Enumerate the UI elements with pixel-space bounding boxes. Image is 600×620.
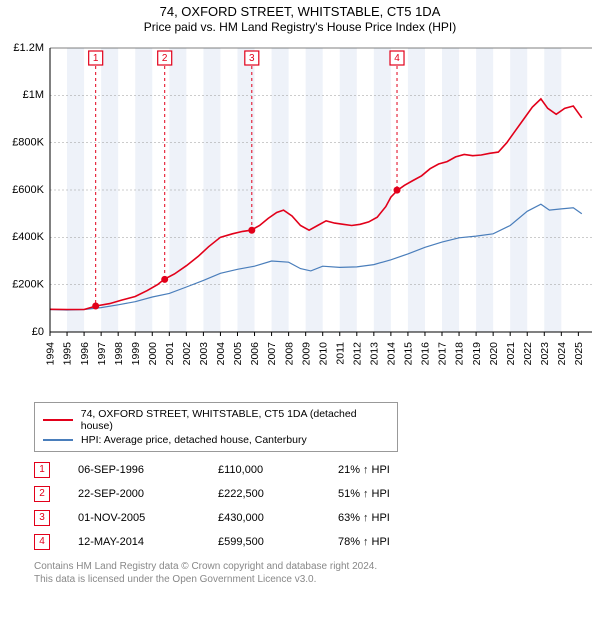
svg-text:2017: 2017 <box>437 342 449 366</box>
legend-row-b: HPI: Average price, detached house, Cant… <box>43 433 389 447</box>
svg-text:£1M: £1M <box>23 89 44 101</box>
sale-marker-2: 2 <box>34 486 50 502</box>
table-row: 3 01-NOV-2005 £430,000 63%↑HPI <box>34 506 590 530</box>
table-row: 2 22-SEP-2000 £222,500 51%↑HPI <box>34 482 590 506</box>
svg-text:1: 1 <box>93 53 99 64</box>
svg-text:2025: 2025 <box>573 342 585 366</box>
svg-text:2006: 2006 <box>249 342 261 366</box>
chart-container: 74, OXFORD STREET, WHITSTABLE, CT5 1DA P… <box>0 0 600 586</box>
svg-text:2: 2 <box>162 53 168 64</box>
table-row: 4 12-MAY-2014 £599,500 78%↑HPI <box>34 530 590 554</box>
svg-text:£1.2M: £1.2M <box>13 42 44 54</box>
svg-text:2011: 2011 <box>334 342 346 365</box>
svg-text:2003: 2003 <box>198 342 210 366</box>
svg-text:£800K: £800K <box>12 137 44 149</box>
svg-text:1994: 1994 <box>45 342 57 366</box>
sale-date: 12-MAY-2014 <box>78 536 218 548</box>
legend-label-a: 74, OXFORD STREET, WHITSTABLE, CT5 1DA (… <box>81 408 389 432</box>
svg-text:2009: 2009 <box>300 342 312 366</box>
footer-line1: Contains HM Land Registry data © Crown c… <box>34 560 590 573</box>
svg-text:2016: 2016 <box>420 342 432 366</box>
arrow-up-icon: ↑ <box>363 536 369 548</box>
titles: 74, OXFORD STREET, WHITSTABLE, CT5 1DA P… <box>0 0 600 36</box>
svg-text:2005: 2005 <box>232 342 244 366</box>
svg-text:£200K: £200K <box>12 279 44 291</box>
sale-date: 22-SEP-2000 <box>78 488 218 500</box>
legend-label-b: HPI: Average price, detached house, Cant… <box>81 434 307 446</box>
svg-text:1995: 1995 <box>62 342 74 366</box>
sale-marker-3: 3 <box>34 510 50 526</box>
sale-marker-1: 1 <box>34 462 50 478</box>
svg-text:1998: 1998 <box>113 342 125 366</box>
svg-text:£0: £0 <box>32 326 44 338</box>
svg-text:2021: 2021 <box>505 342 517 366</box>
sale-price: £110,000 <box>218 464 338 476</box>
title-address: 74, OXFORD STREET, WHITSTABLE, CT5 1DA <box>0 4 600 19</box>
table-row: 1 06-SEP-1996 £110,000 21%↑HPI <box>34 458 590 482</box>
arrow-up-icon: ↑ <box>363 464 369 476</box>
svg-text:3: 3 <box>249 53 255 64</box>
footer-attribution: Contains HM Land Registry data © Crown c… <box>34 560 590 586</box>
sale-pct: 51%↑HPI <box>338 488 448 500</box>
svg-text:2012: 2012 <box>351 342 363 366</box>
sale-date: 06-SEP-1996 <box>78 464 218 476</box>
svg-text:4: 4 <box>394 53 400 64</box>
svg-text:1996: 1996 <box>79 342 91 366</box>
svg-text:2002: 2002 <box>181 342 193 366</box>
svg-text:2018: 2018 <box>454 342 466 366</box>
footer-line2: This data is licensed under the Open Gov… <box>34 573 590 586</box>
svg-text:2020: 2020 <box>488 342 500 366</box>
svg-text:2004: 2004 <box>215 342 227 366</box>
chart-area: £0 £200K £400K £600K £800K £1M £1.2M 1 2 3 4 1994 19… <box>0 36 600 396</box>
svg-text:£600K: £600K <box>12 184 44 196</box>
arrow-up-icon: ↑ <box>363 512 369 524</box>
svg-text:2008: 2008 <box>283 342 295 366</box>
sale-price: £222,500 <box>218 488 338 500</box>
svg-text:2013: 2013 <box>369 342 381 366</box>
chart-svg: £0 £200K £400K £600K £800K £1M £1.2M 1 2 3 4 1994 19… <box>0 36 600 396</box>
svg-text:2019: 2019 <box>471 342 483 366</box>
sale-pct: 21%↑HPI <box>338 464 448 476</box>
svg-text:2014: 2014 <box>386 342 398 366</box>
svg-text:£400K: £400K <box>12 231 44 243</box>
title-subtitle: Price paid vs. HM Land Registry's House … <box>0 20 600 34</box>
sale-price: £430,000 <box>218 512 338 524</box>
sale-date: 01-NOV-2005 <box>78 512 218 524</box>
svg-text:2015: 2015 <box>403 342 415 366</box>
arrow-up-icon: ↑ <box>363 488 369 500</box>
legend-box: 74, OXFORD STREET, WHITSTABLE, CT5 1DA (… <box>34 402 398 452</box>
sale-pct: 78%↑HPI <box>338 536 448 548</box>
sale-pct: 63%↑HPI <box>338 512 448 524</box>
sale-marker-4: 4 <box>34 534 50 550</box>
svg-text:2023: 2023 <box>539 342 551 366</box>
legend-swatch-a <box>43 419 73 421</box>
svg-text:1999: 1999 <box>130 342 142 366</box>
svg-text:2024: 2024 <box>556 342 568 366</box>
svg-text:1997: 1997 <box>96 342 108 366</box>
svg-text:2001: 2001 <box>164 342 176 366</box>
svg-text:2007: 2007 <box>266 342 278 366</box>
sale-price: £599,500 <box>218 536 338 548</box>
legend-swatch-b <box>43 439 73 441</box>
svg-text:2000: 2000 <box>147 342 159 366</box>
sales-table: 1 06-SEP-1996 £110,000 21%↑HPI 2 22-SEP-… <box>34 458 590 554</box>
svg-text:2022: 2022 <box>522 342 534 366</box>
legend-row-a: 74, OXFORD STREET, WHITSTABLE, CT5 1DA (… <box>43 407 389 433</box>
svg-text:2010: 2010 <box>317 342 329 366</box>
